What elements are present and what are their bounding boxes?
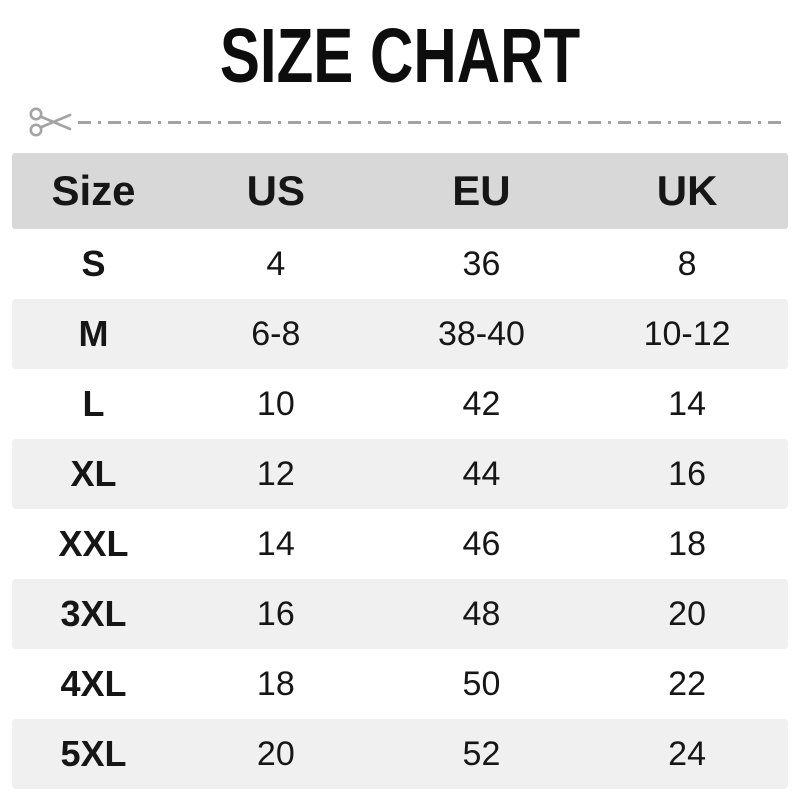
header-cell-size: Size [51,167,136,214]
us-cell: 14 [256,525,295,563]
us-cell: 6-8 [251,315,301,353]
header-cell-eu: EU [452,167,511,214]
header-cell-us: US [246,167,305,214]
table-row-m: M 6-8 38-40 10-12 [12,299,788,369]
page-title-text: SIZE CHART [219,13,581,99]
us-cell: 4 [266,245,286,283]
table-row-xl: XL 12 44 16 [12,439,788,509]
uk-cell: 14 [668,385,706,423]
scissors-icon [29,107,72,137]
uk-cell: 10-12 [643,315,731,353]
dashed-cut-line [78,120,788,124]
us-cell: 18 [256,665,295,703]
eu-cell: 46 [462,525,501,563]
uk-cell: 16 [668,455,706,493]
size-cell: 3XL [60,593,127,634]
eu-cell: 42 [462,385,501,423]
uk-cell: 8 [677,245,697,283]
size-cell: XXL [58,523,129,564]
size-chart-table: Size US EU UK S 4 36 8 M 6-8 38-40 10-12… [12,153,788,789]
size-cell: S [81,243,106,284]
header-cell-uk: UK [656,167,718,214]
size-cell: L [82,383,105,424]
table-header-row: Size US EU UK [12,153,788,229]
cut-line [0,103,800,141]
eu-cell: 36 [462,245,501,283]
uk-cell: 22 [668,665,706,703]
eu-cell: 44 [462,455,501,493]
table-row-xxl: XXL 14 46 18 [12,509,788,579]
table-row-4xl: 4XL 18 50 22 [12,649,788,719]
eu-cell: 38-40 [437,315,525,353]
us-cell: 12 [256,455,295,493]
size-cell: 5XL [60,733,127,774]
size-chart-page: SIZE CHART Size US EU UK S 4 36 8 M [0,18,800,800]
table-row-5xl: 5XL 20 52 24 [12,719,788,789]
uk-cell: 18 [668,525,706,563]
uk-cell: 20 [668,595,706,633]
size-cell: XL [70,453,117,494]
table-row-s: S 4 36 8 [12,229,788,299]
eu-cell: 52 [462,735,501,773]
eu-cell: 48 [462,595,501,633]
size-cell: 4XL [60,663,127,704]
us-cell: 10 [256,385,295,423]
size-cell: M [78,313,109,354]
uk-cell: 24 [668,735,706,773]
us-cell: 16 [256,595,295,633]
eu-cell: 50 [462,665,501,703]
table-row-3xl: 3XL 16 48 20 [12,579,788,649]
table-row-l: L 10 42 14 [12,369,788,439]
page-title: SIZE CHART [0,18,800,95]
us-cell: 20 [256,735,295,773]
